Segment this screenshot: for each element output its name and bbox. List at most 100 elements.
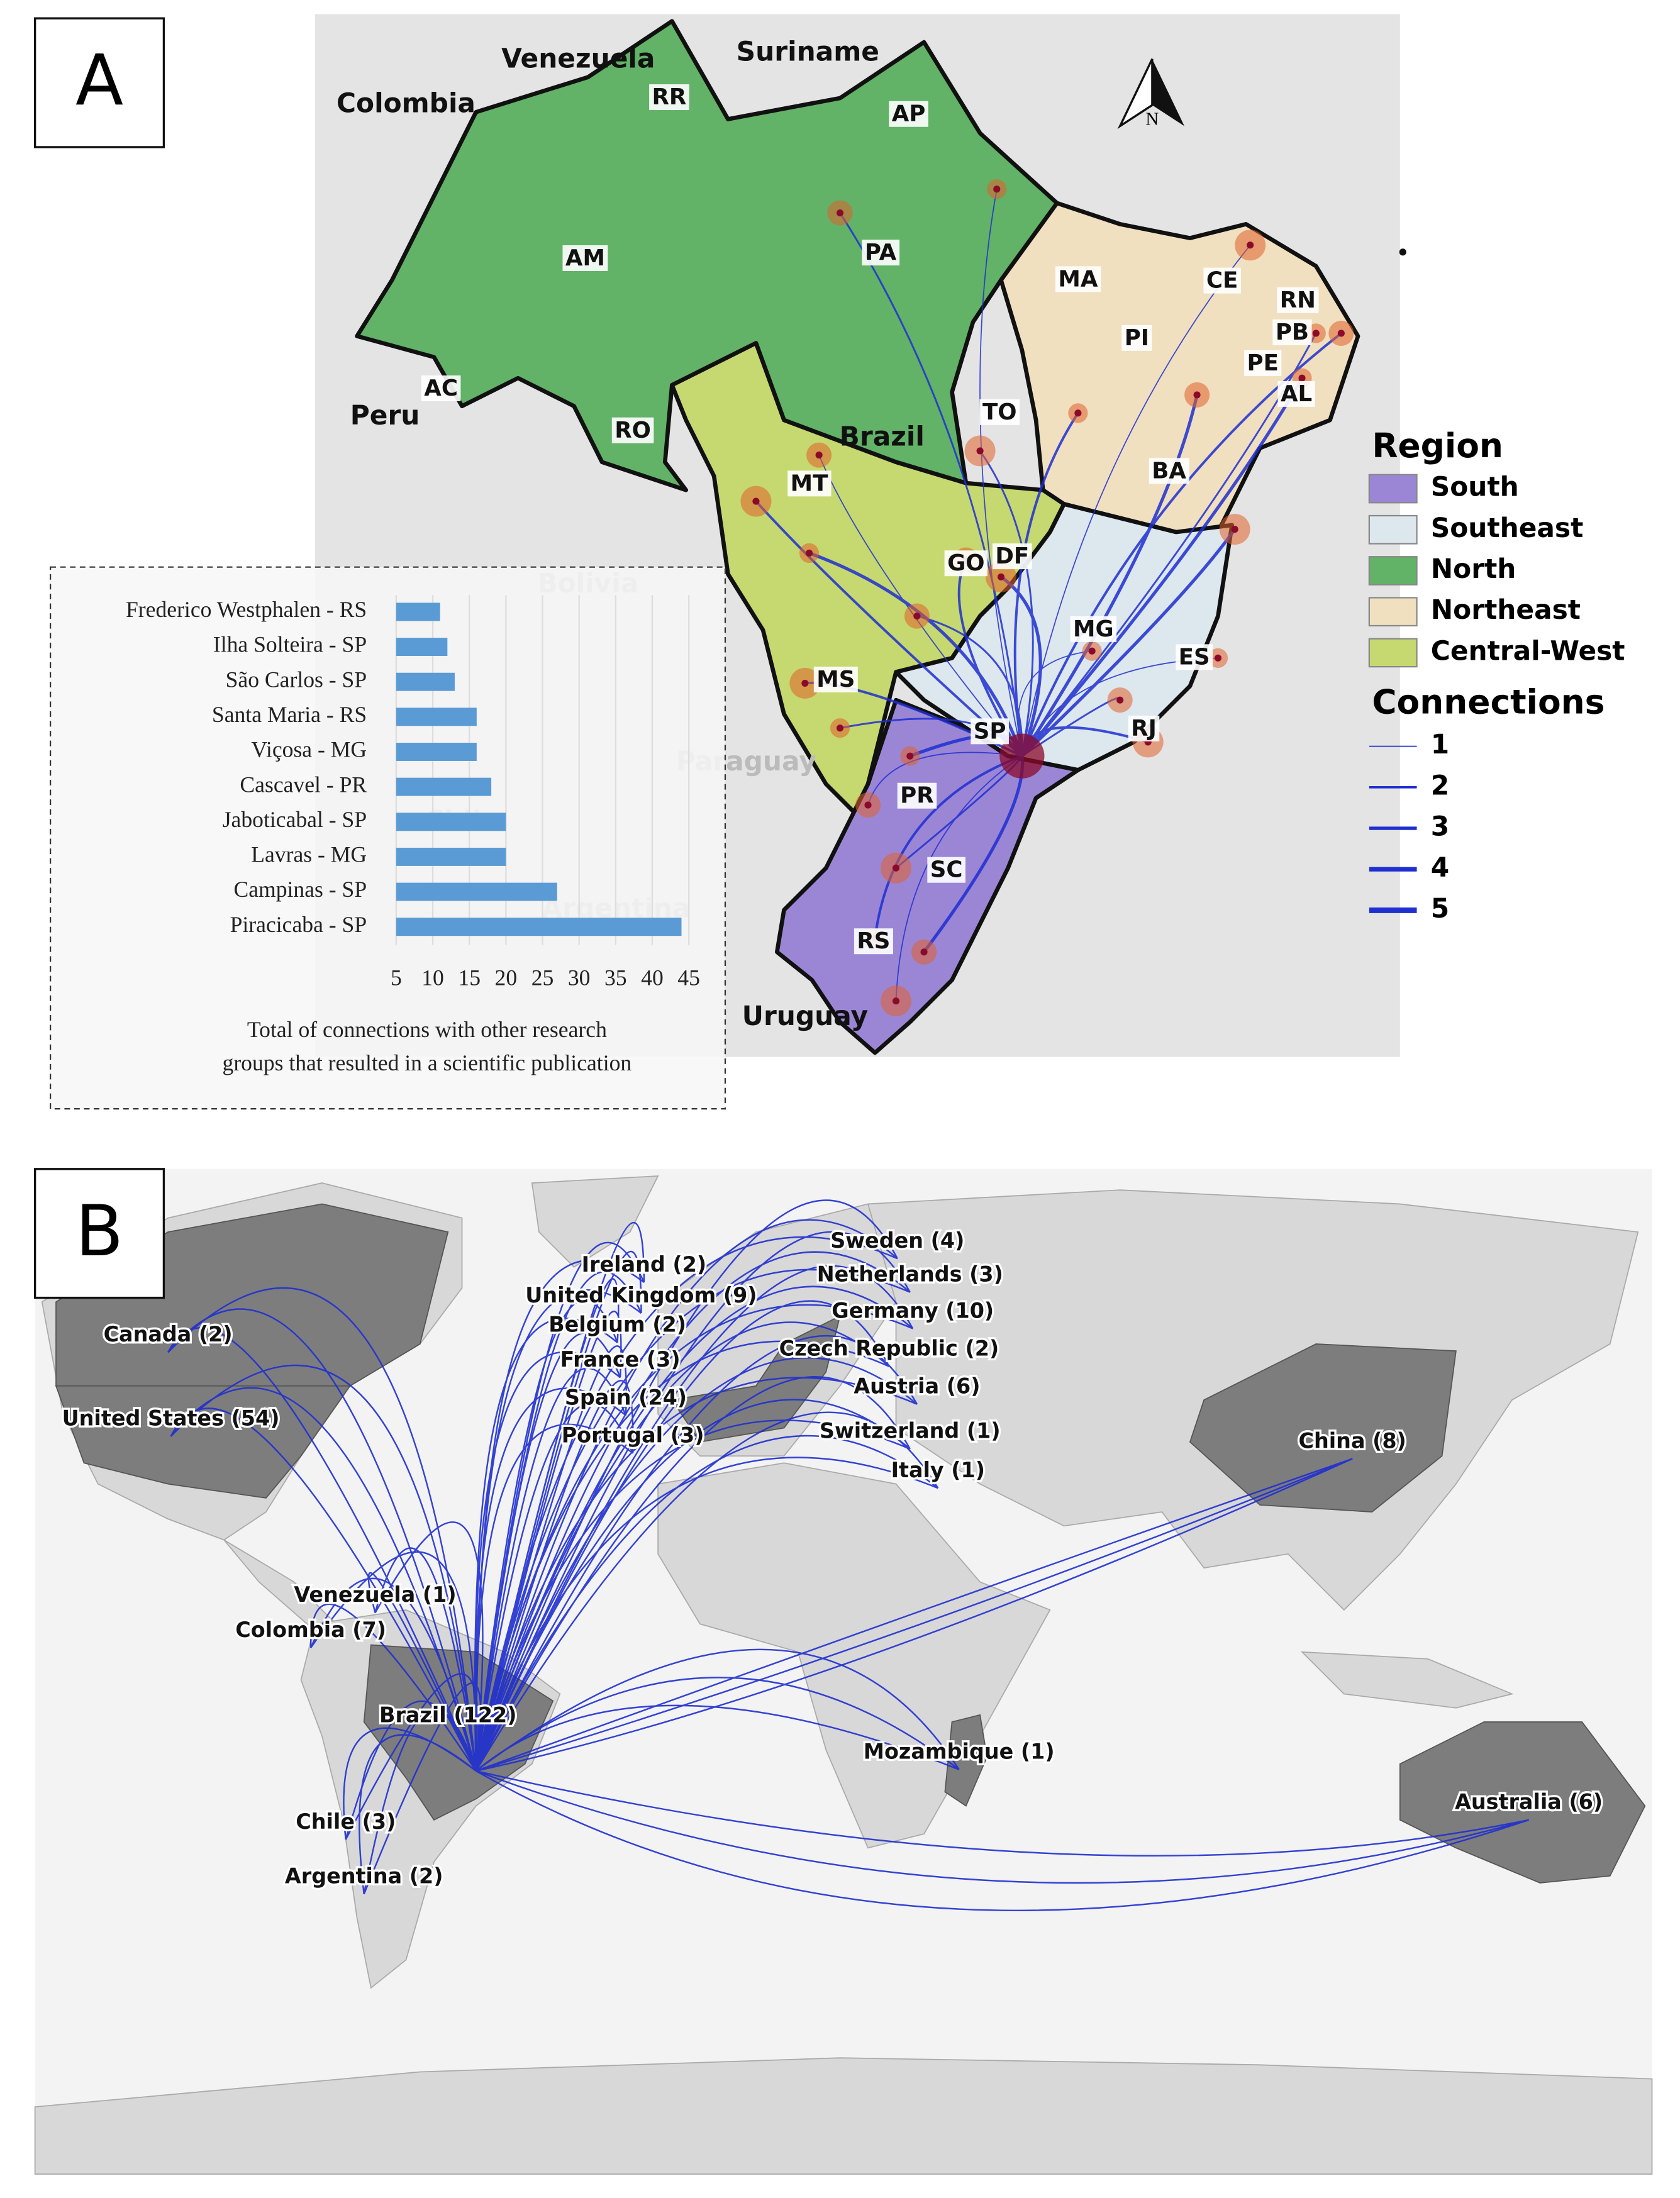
city-dot <box>836 209 844 217</box>
connection-arc <box>475 1321 890 1772</box>
state-label-box <box>1121 325 1152 351</box>
state-label-box <box>897 782 937 809</box>
state-label-box <box>854 928 893 955</box>
state-label: AL <box>1281 381 1312 407</box>
compass-label: N <box>1145 109 1159 129</box>
connection-arc <box>475 1435 939 1772</box>
state-label-box <box>787 470 832 497</box>
connection-arc <box>476 1458 1353 1772</box>
state-label-box <box>1244 350 1282 376</box>
city-dot <box>1074 409 1082 417</box>
connection-arc <box>476 1770 1529 1884</box>
state-label: AP <box>892 101 926 127</box>
legend-swatch <box>1368 638 1418 668</box>
bar <box>396 743 477 761</box>
connection-arc <box>1021 528 1237 758</box>
connection-arc <box>374 1547 477 1772</box>
x-tick-label: 35 <box>604 965 627 990</box>
legend-title: Region <box>1372 426 1503 465</box>
state-label-box <box>1128 715 1160 741</box>
map-labels: VenezuelaSurinameColombiaPeruBoliviaPara… <box>337 36 1319 1031</box>
connection-arc <box>475 1402 634 1772</box>
bar <box>396 638 448 657</box>
city-dot <box>920 948 928 956</box>
bar <box>396 708 477 726</box>
city-dot <box>836 724 844 732</box>
country-label: Australia (6) <box>1455 1790 1603 1814</box>
legend-label: 1 <box>1431 729 1449 760</box>
state-label: GO <box>947 550 985 576</box>
connection-arc <box>979 450 1034 757</box>
bar <box>396 882 557 901</box>
country-label: United Kingdom (9) <box>525 1283 757 1307</box>
legend-swatch <box>1368 556 1418 586</box>
legend-label: South <box>1431 472 1519 502</box>
connection-arc <box>167 1308 477 1772</box>
country-label: Mozambique (1) <box>864 1739 1055 1763</box>
city-halo <box>999 733 1045 779</box>
legend-label: 4 <box>1431 852 1449 883</box>
connection-arc <box>474 1387 626 1771</box>
country-label: Italy (1) <box>891 1458 985 1482</box>
state-label: MG <box>1073 616 1114 642</box>
country-label: Belgium (2) <box>548 1313 686 1337</box>
connection-arc <box>1020 377 1304 757</box>
country-label: Spain (24) <box>565 1385 687 1409</box>
city-dot <box>1298 374 1306 382</box>
x-tick-label: 45 <box>677 965 700 990</box>
state-label: MT <box>791 470 828 496</box>
connection-arc <box>475 1419 911 1772</box>
dot <box>1399 248 1406 256</box>
y-tick-label: Campinas - SP <box>233 877 367 902</box>
state-label-box <box>813 666 858 692</box>
state-label-box <box>1176 644 1213 670</box>
state-label: PR <box>900 783 934 809</box>
connection-arc <box>839 212 1023 757</box>
connection-arc <box>475 1411 939 1772</box>
connection-arc <box>476 1458 1353 1772</box>
state-label: MS <box>816 667 855 692</box>
state-label: PB <box>1276 319 1309 345</box>
connection-arc <box>363 1682 482 1895</box>
city-dot <box>1193 391 1201 399</box>
state-label: ES <box>1179 644 1210 670</box>
legend-label: Northeast <box>1431 594 1581 625</box>
connection-arc <box>475 1457 938 1772</box>
state-label-box <box>1277 287 1319 313</box>
state-label: RJ <box>1131 716 1157 741</box>
mozambique <box>944 1714 988 1807</box>
state-label-box <box>1203 267 1241 294</box>
legend-title: Connections <box>1372 682 1605 721</box>
city-dot <box>1088 647 1096 655</box>
state-label-box <box>611 417 654 443</box>
connection-arc <box>476 1704 960 1772</box>
x-tick-label: 10 <box>421 965 444 990</box>
country-label: Switzerland (1) <box>820 1419 1001 1443</box>
city-dot <box>1312 330 1320 337</box>
connection-arc <box>476 1770 1529 1857</box>
city-dot <box>815 452 823 459</box>
connection-arc <box>476 1677 960 1772</box>
country-label: Germany (10) <box>832 1298 994 1323</box>
state-label-box <box>1272 319 1312 345</box>
country-label: Suriname <box>737 36 879 67</box>
connection-arc <box>916 615 1023 757</box>
city-dot <box>805 549 813 557</box>
state-label-box <box>1277 380 1315 407</box>
indonesia <box>1300 1651 1514 1709</box>
city-dot <box>1214 654 1222 662</box>
x-tick-label: 5 <box>391 965 402 990</box>
connection-arc <box>359 1734 477 1894</box>
connection-arc <box>475 1219 898 1772</box>
country-label: Austria (6) <box>854 1374 980 1399</box>
legend: Region South Southeast North Northeast Centra… <box>1368 426 1625 924</box>
state-label-box <box>992 543 1032 570</box>
state-label: MA <box>1058 266 1098 292</box>
panel-label: A <box>75 40 123 121</box>
connection-arc <box>874 755 1023 938</box>
country-label: Chile (3) <box>296 1809 396 1834</box>
state-label-box <box>562 245 608 271</box>
state-label-box <box>927 857 966 883</box>
connection-arc <box>475 1340 889 1772</box>
bar <box>396 918 682 936</box>
